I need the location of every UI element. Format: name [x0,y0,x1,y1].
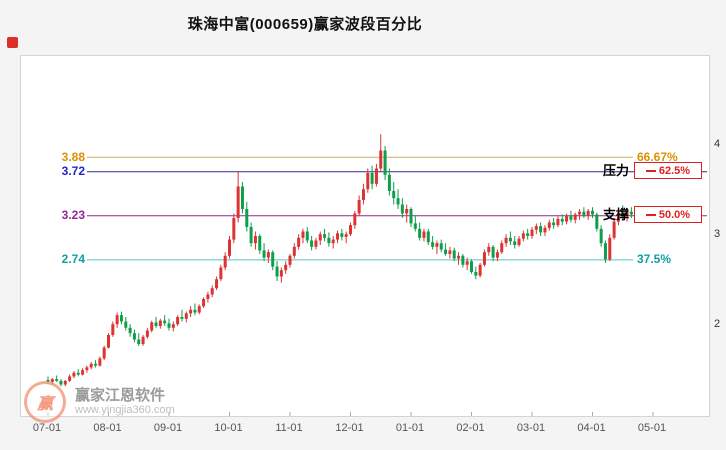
x-tick-label: 11-01 [275,422,303,434]
watermark-logo-icon: 赢 [24,381,66,423]
watermark-brand: 赢家江恩软件 [75,387,166,404]
app-logo-icon [7,37,18,48]
x-tick-label: 03-01 [516,422,546,434]
title-bar: 珠海中富(000659)赢家波段百分比 [0,0,726,55]
level-percent-box: 62.5% [634,162,702,180]
watermark-logo-char: 赢 [36,396,53,413]
watermark-text: 赢家江恩软件 www.yingjia360.com [75,387,175,417]
resistance-label: 压力 [602,163,629,179]
x-tick-label: 04-01 [577,422,606,434]
line-sample-dash [645,213,656,216]
level-percent-label: 37.5% [637,252,672,267]
x-tick-label: 12-01 [335,422,364,434]
x-tick-label: 05-01 [637,422,667,434]
y-axis-right: 4 3 2 [712,55,726,415]
level-price-label: 3.88 [61,149,85,164]
level-price-label: 2.74 [61,252,85,267]
watermark: 赢 赢家江恩软件 www.yingjia360.com [24,381,175,423]
level-percent-label: 66.67% [637,149,678,164]
watermark-url: www.yingjia360.com [75,404,175,416]
x-tick-label: 01-01 [395,422,425,434]
x-tick-label: 08-01 [93,422,122,434]
x-tick-label: 02-01 [456,422,485,434]
x-tick-label: 07-01 [32,422,62,434]
y-tick-label: 2 [714,318,721,330]
x-tick-label: 09-01 [153,422,183,434]
level-price-label: 3.72 [61,164,85,179]
plot-area[interactable]: 3.88 66.67% 3.72 压力 62.5% 3.23 支撑 50.0% 2.74 37.5… [20,55,710,417]
candlestick-chart [46,134,707,416]
level-percent-value: 50.0% [658,208,691,221]
level-percent-value: 62.5% [658,164,691,177]
line-sample-dash [645,169,656,172]
support-label: 支撑 [602,207,629,223]
y-tick-label: 4 [714,138,721,150]
x-tick-label: 10-01 [214,422,243,434]
chart-title: 珠海中富(000659)赢家波段百分比 [187,16,423,33]
level-percent-box: 50.0% [634,206,702,224]
x-axis: 07-01 08-01 09-01 10-01 11-01 12-01 01-01 02-01… [20,418,720,444]
level-price-label: 3.23 [61,208,85,223]
y-tick-label: 3 [714,228,721,240]
